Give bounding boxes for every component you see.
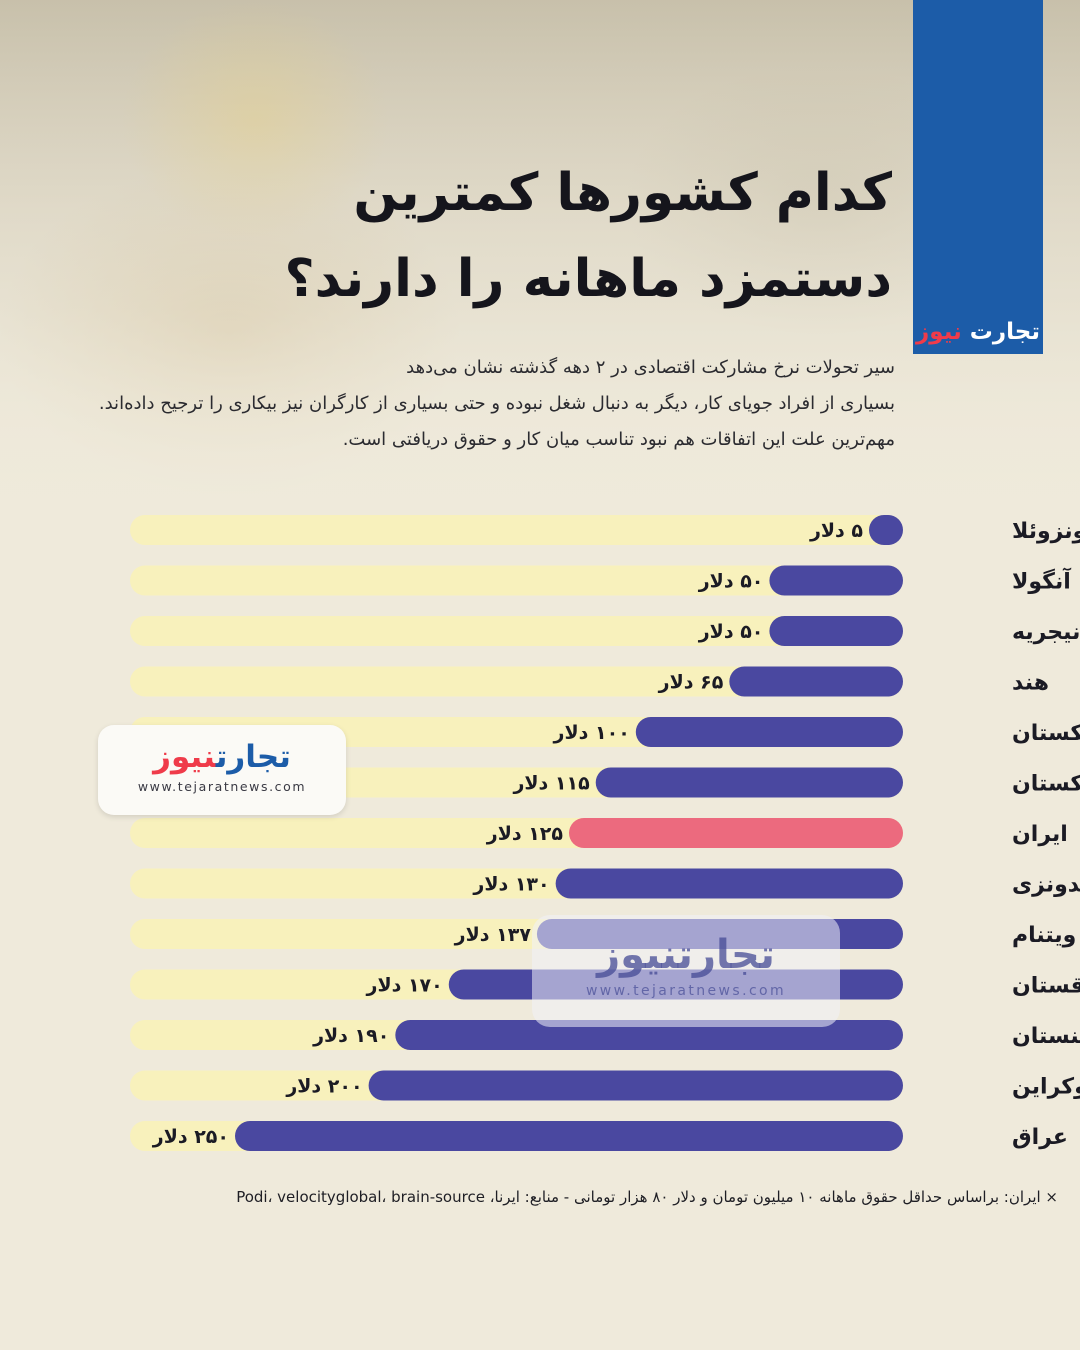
watermark-logo: تجارتنیوز <box>98 735 346 779</box>
watermark-glass: تجارتنیوز www.tejaratnews.com <box>532 915 840 1027</box>
category-label: عراق <box>1012 1125 1068 1150</box>
description: سیر تحولات نرخ مشارکت اقتصادی در ۲ دهه گ… <box>35 350 895 458</box>
value-label: ۱۰۰ دلار <box>553 722 630 744</box>
page-title: کدام کشورها کمترین دستمزد ماهانه را دارن… <box>192 150 892 322</box>
watermark-name-part1: تجارت <box>215 739 291 775</box>
description-line-3: مهم‌ترین علت این اتفاقات هم نبود تناسب م… <box>342 429 895 450</box>
bar-track <box>130 666 903 697</box>
bar-6 <box>595 767 903 798</box>
category-label: نیجریه <box>1012 620 1080 645</box>
bar-4 <box>729 666 903 697</box>
watermark-glass-url: www.tejaratnews.com <box>585 983 787 999</box>
value-label: ۵۰ دلار <box>698 621 764 643</box>
bar-13 <box>235 1121 903 1151</box>
category-label: اوکراین <box>1012 1075 1080 1100</box>
bar-5 <box>635 717 903 747</box>
value-label: ۱۱۵ دلار <box>512 773 590 795</box>
watermark-glass-name-part1: تجارت <box>677 932 775 978</box>
value-label: ۱۷۰ دلار <box>366 975 443 997</box>
value-label: ۶۵ دلار <box>658 672 724 694</box>
bar-2 <box>769 565 903 596</box>
bar-8 <box>555 868 903 899</box>
category-label: ایران <box>1012 822 1068 847</box>
category-label: هند <box>1012 671 1049 696</box>
watermark-url: www.tejaratnews.com <box>137 779 307 794</box>
description-line-1: سیر تحولات نرخ مشارکت اقتصادی در ۲ دهه گ… <box>406 357 895 378</box>
bar-track <box>130 616 903 646</box>
value-label: ۵۰ دلار <box>698 571 764 593</box>
description-line-2: بسیاری از افراد جویای کار، دیگر به دنبال… <box>98 393 895 414</box>
category-label: ارمنستان <box>1012 1024 1080 1049</box>
value-label: ۱۳۷ دلار <box>454 924 532 946</box>
bar-7 <box>569 818 903 848</box>
value-label: ۱۲۵ دلار <box>486 823 564 845</box>
category-label: پاکستان <box>1012 772 1080 797</box>
brand-name-part2: نیوز <box>916 319 962 345</box>
category-label: اندونزی <box>1012 873 1080 898</box>
category-label: آنگولا <box>1012 567 1071 595</box>
brand-strip-logo: تجارت نیوز <box>913 318 1043 346</box>
category-label: قزاقستان <box>1012 974 1080 999</box>
watermark-glass-name-part2: نیوز <box>597 932 678 978</box>
bar-1 <box>869 515 903 545</box>
title-line-2: دستمزد ماهانه را دارند؟ <box>284 249 892 309</box>
value-label: ۲۰۰ دلار <box>285 1076 362 1098</box>
bar-track <box>130 565 903 596</box>
category-label: ازبکستان <box>1012 721 1080 746</box>
footnote: × ایران: براساس حداقل حقوق ماهانه ۱۰ میل… <box>236 1188 1058 1206</box>
brand-name-part1: تجارت <box>969 319 1040 345</box>
bar-track <box>130 515 903 545</box>
value-label: ۲۵۰ دلار <box>152 1126 229 1148</box>
bar-11 <box>395 1020 903 1050</box>
watermark-glass-logo: تجارتنیوز <box>532 927 840 983</box>
title-line-1: کدام کشورها کمترین <box>353 163 892 223</box>
value-label: ۵ دلار <box>809 520 863 542</box>
category-label: ونزوئلا <box>1012 519 1080 544</box>
value-label: ۱۳۰ دلار <box>472 874 549 896</box>
value-label: ۱۹۰ دلار <box>312 1025 389 1047</box>
bar-3 <box>769 616 903 646</box>
hero-fade-overlay <box>0 0 1080 560</box>
watermark-name-part2: نیوز <box>153 739 216 775</box>
brand-strip: تجارت نیوز <box>913 0 1043 354</box>
category-label: ویتنام <box>1012 923 1076 948</box>
bar-12 <box>368 1070 904 1101</box>
watermark-card: تجارتنیوز www.tejaratnews.com <box>98 725 346 815</box>
